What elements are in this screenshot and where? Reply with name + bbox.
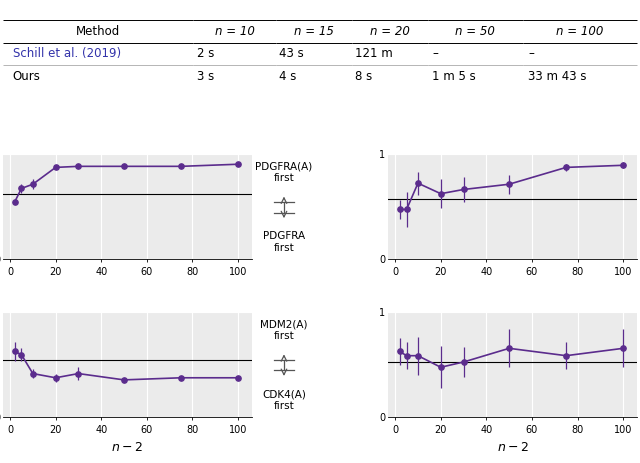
Text: MDM2(A)
first: MDM2(A) first bbox=[260, 319, 308, 341]
X-axis label: $n-2$: $n-2$ bbox=[111, 441, 143, 454]
Text: CDK4(A)
first: CDK4(A) first bbox=[262, 389, 306, 411]
Text: PDGFRA(A)
first: PDGFRA(A) first bbox=[255, 162, 312, 183]
X-axis label: $n-2$: $n-2$ bbox=[497, 441, 529, 454]
Text: PDGFRA
first: PDGFRA first bbox=[263, 232, 305, 253]
